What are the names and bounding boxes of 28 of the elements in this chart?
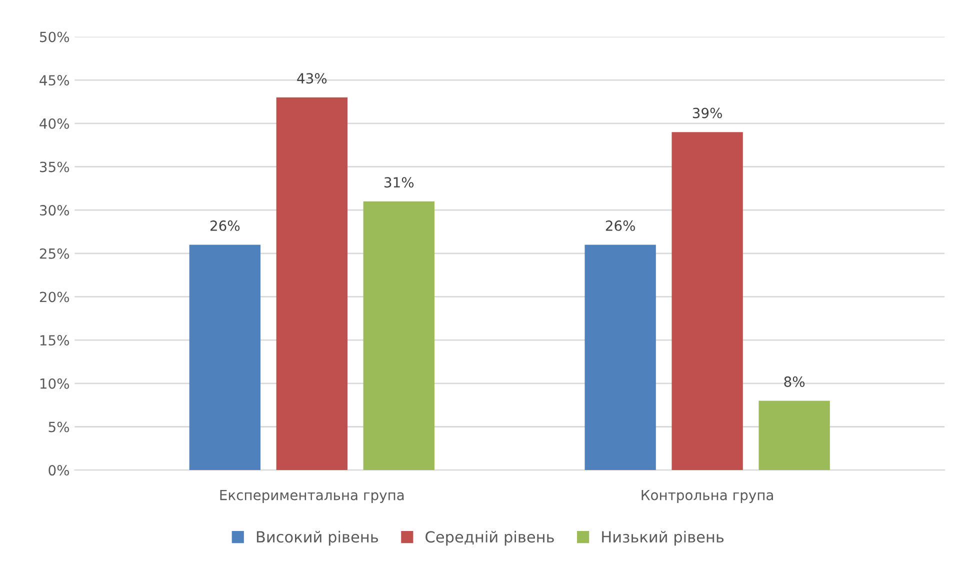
data-label: 43% bbox=[297, 73, 327, 84]
bar bbox=[363, 201, 434, 470]
legend-label: Високий рівень bbox=[256, 530, 378, 546]
bar bbox=[276, 97, 348, 470]
y-tick-label: 45% bbox=[40, 75, 70, 86]
bar bbox=[672, 132, 743, 470]
y-tick-label: 5% bbox=[48, 422, 70, 432]
data-label: 31% bbox=[384, 177, 414, 188]
y-tick-label: 35% bbox=[40, 162, 70, 172]
bar bbox=[758, 400, 830, 470]
x-tick-label: Контрольна група bbox=[642, 490, 773, 503]
y-tick-label: 40% bbox=[40, 118, 70, 129]
bar bbox=[189, 244, 260, 470]
y-tick-label: 25% bbox=[40, 248, 70, 259]
x-tick-label: Експериментальна група bbox=[220, 490, 404, 503]
data-label: 26% bbox=[606, 220, 635, 231]
legend-label: Середній рівень bbox=[426, 530, 554, 546]
y-tick-label: 20% bbox=[40, 292, 70, 302]
y-tick-label: 50% bbox=[40, 32, 70, 42]
y-tick-label: 0% bbox=[48, 465, 70, 476]
y-tick-label: 15% bbox=[40, 335, 70, 346]
y-tick-label: 30% bbox=[40, 205, 70, 216]
bar bbox=[584, 244, 656, 470]
legend-label: Низький рівень bbox=[602, 530, 724, 546]
data-label: 39% bbox=[692, 108, 722, 118]
data-label: 8% bbox=[784, 376, 805, 387]
data-label: 26% bbox=[210, 220, 240, 231]
y-tick-label: 10% bbox=[40, 378, 70, 389]
